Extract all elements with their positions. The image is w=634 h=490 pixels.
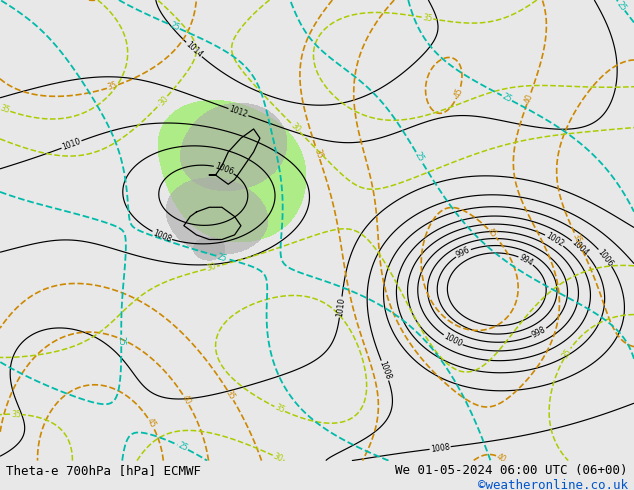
- Text: 25: 25: [413, 150, 425, 164]
- Text: 35: 35: [273, 403, 286, 415]
- Text: 30: 30: [289, 121, 302, 134]
- Text: We 01-05-2024 06:00 UTC (06+00): We 01-05-2024 06:00 UTC (06+00): [395, 465, 628, 477]
- Text: 40: 40: [495, 452, 508, 465]
- Text: 35: 35: [312, 147, 324, 160]
- Text: 25: 25: [501, 92, 514, 104]
- Text: ©weatheronline.co.uk: ©weatheronline.co.uk: [477, 479, 628, 490]
- Text: Theta-e 700hPa [hPa] ECMWF: Theta-e 700hPa [hPa] ECMWF: [6, 465, 202, 477]
- Text: 35: 35: [561, 347, 574, 360]
- Text: 994: 994: [517, 253, 534, 268]
- Text: 996: 996: [455, 245, 472, 260]
- Text: 1006: 1006: [596, 247, 615, 268]
- Text: 35: 35: [107, 81, 119, 93]
- Text: 35: 35: [0, 103, 11, 115]
- Text: 40: 40: [523, 92, 535, 104]
- Text: 1008: 1008: [377, 360, 392, 381]
- Text: 30: 30: [157, 94, 170, 107]
- Text: 1002: 1002: [544, 231, 565, 249]
- Text: 35: 35: [422, 13, 433, 24]
- Text: 1004: 1004: [570, 238, 590, 258]
- Text: 35: 35: [11, 410, 21, 419]
- Text: 1012: 1012: [228, 105, 249, 120]
- Text: 45: 45: [453, 86, 465, 98]
- Text: 25: 25: [615, 0, 628, 12]
- Text: 30: 30: [205, 262, 217, 273]
- Text: 1014: 1014: [184, 40, 204, 59]
- Text: 45: 45: [145, 416, 157, 430]
- Text: 25: 25: [117, 336, 126, 345]
- Text: 25: 25: [216, 252, 228, 263]
- Text: 998: 998: [531, 325, 548, 340]
- Text: 30: 30: [272, 451, 285, 464]
- Text: 1010: 1010: [61, 137, 82, 152]
- Text: 25: 25: [176, 441, 189, 453]
- Text: 35: 35: [571, 232, 583, 245]
- Text: 45: 45: [486, 226, 499, 240]
- Text: 1010: 1010: [335, 297, 346, 317]
- Text: 25: 25: [168, 21, 181, 33]
- Text: 35: 35: [224, 389, 236, 402]
- Text: 1000: 1000: [442, 332, 463, 349]
- Text: 40: 40: [179, 393, 192, 406]
- Text: 1008: 1008: [430, 442, 450, 454]
- Text: 1006: 1006: [214, 162, 235, 177]
- Text: 1008: 1008: [152, 228, 172, 244]
